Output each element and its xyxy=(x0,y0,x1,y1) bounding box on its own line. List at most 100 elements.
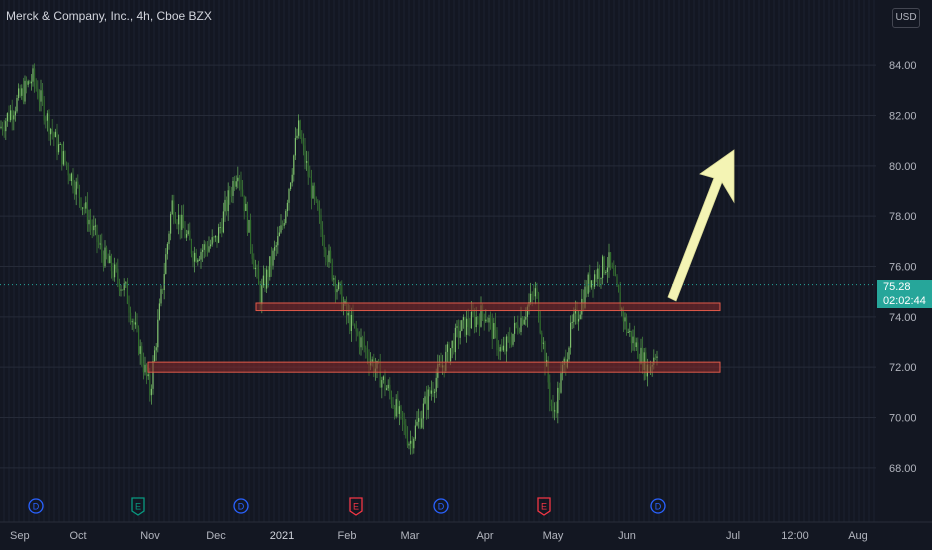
candle-body xyxy=(22,88,24,102)
time-axis[interactable]: Sep Oct Nov Dec 2021 Feb Mar Apr May Jun Jul 12:00 A… xyxy=(0,521,932,542)
candle-body xyxy=(130,312,132,322)
candle-body xyxy=(114,264,116,278)
candle-body xyxy=(299,120,301,138)
candle-body xyxy=(352,314,354,324)
candle-body xyxy=(34,68,36,84)
candle-body xyxy=(451,340,453,349)
candle-body xyxy=(170,214,172,234)
candle-body xyxy=(544,342,546,367)
candle-body xyxy=(139,346,141,354)
candle-body xyxy=(531,293,533,296)
dividend-event-icon[interactable]: D xyxy=(28,498,44,514)
candle-body xyxy=(43,99,45,121)
candle-body xyxy=(301,137,303,142)
candle-body xyxy=(568,347,570,360)
candle-body xyxy=(453,340,455,353)
candle-body xyxy=(422,403,424,419)
event-letter: D xyxy=(438,502,445,512)
candle-body xyxy=(403,420,405,425)
candle-body xyxy=(504,345,506,352)
candle-body xyxy=(256,267,258,269)
candle-body xyxy=(326,258,328,263)
candle-body xyxy=(16,97,18,112)
candle-body xyxy=(296,135,298,139)
earnings-event-icon[interactable]: E xyxy=(537,497,551,516)
x-tick-label: Oct xyxy=(69,530,86,542)
candle-body xyxy=(195,252,197,262)
y-tick-label: 80.00 xyxy=(889,161,917,173)
candle-body xyxy=(8,113,10,121)
candle-body xyxy=(550,400,552,407)
candle-body xyxy=(67,165,69,176)
candle-body xyxy=(347,313,349,316)
candle-body xyxy=(117,268,119,281)
candle-body xyxy=(304,145,306,163)
candle-body xyxy=(13,115,15,120)
dividend-event-icon[interactable]: D xyxy=(233,498,249,514)
candle-body xyxy=(58,144,60,153)
currency-button[interactable]: USD xyxy=(892,8,920,28)
candle-body xyxy=(312,185,314,199)
up-arrow-icon xyxy=(667,149,735,302)
candle-body xyxy=(218,227,220,243)
candle-body xyxy=(102,254,104,267)
event-badge xyxy=(433,498,449,514)
candle-body xyxy=(131,321,133,323)
candle-body xyxy=(178,214,180,225)
candle-body xyxy=(486,319,488,323)
candle-body xyxy=(331,259,333,280)
candle-body xyxy=(206,247,208,252)
candle-body xyxy=(389,384,391,394)
candle-body xyxy=(307,161,309,177)
candle-body xyxy=(158,303,160,320)
candle-body xyxy=(462,317,464,321)
candle-body xyxy=(632,336,634,344)
earnings-event-icon[interactable]: E xyxy=(349,497,363,516)
support-zones xyxy=(147,302,721,373)
dividend-event-icon[interactable]: D xyxy=(650,498,666,514)
candle-body xyxy=(416,421,418,426)
x-tick-label: Feb xyxy=(338,530,357,542)
candle-body xyxy=(598,268,600,279)
candle-body xyxy=(382,376,384,381)
candle-body xyxy=(634,336,636,348)
candle-body xyxy=(381,380,383,388)
candle-body xyxy=(280,225,282,233)
candle-body xyxy=(595,274,597,279)
candle-body xyxy=(501,347,503,351)
candle-body xyxy=(413,438,415,449)
candle-body xyxy=(30,81,32,84)
candle-body xyxy=(56,131,58,153)
candle-body xyxy=(232,180,234,196)
y-tick-label: 74.00 xyxy=(889,312,917,324)
candle-body xyxy=(306,161,308,163)
earnings-event-icon[interactable]: E xyxy=(131,497,145,516)
candle-body xyxy=(186,234,188,238)
candle-body xyxy=(6,113,8,122)
candle-body xyxy=(446,344,448,352)
candle-body xyxy=(291,174,293,183)
price-axis[interactable]: 84.00 82.00 80.00 78.00 76.00 74.00 72.00 70.00… xyxy=(889,60,917,475)
candle-body xyxy=(171,200,173,215)
candle-body xyxy=(392,404,394,408)
candle-body xyxy=(101,243,103,255)
candle-body xyxy=(325,249,327,259)
chart-title: Merck & Company, Inc., 4h, Cboe BZX xyxy=(6,9,212,23)
candle-body xyxy=(464,317,466,335)
candle-body xyxy=(77,181,79,186)
candle-body xyxy=(53,132,55,138)
candle-body xyxy=(269,256,271,278)
candle-body xyxy=(384,376,386,390)
candle-body xyxy=(144,364,146,373)
x-tick-label: Dec xyxy=(206,530,226,542)
candle-body xyxy=(174,219,176,223)
candle-body xyxy=(386,388,388,390)
candle-body xyxy=(512,333,514,345)
candle-body xyxy=(226,199,228,212)
candle-body xyxy=(282,225,284,227)
candle-body xyxy=(259,284,261,305)
candle-body xyxy=(197,259,199,262)
dividend-event-icon[interactable]: D xyxy=(433,498,449,514)
candle-body xyxy=(168,233,170,244)
